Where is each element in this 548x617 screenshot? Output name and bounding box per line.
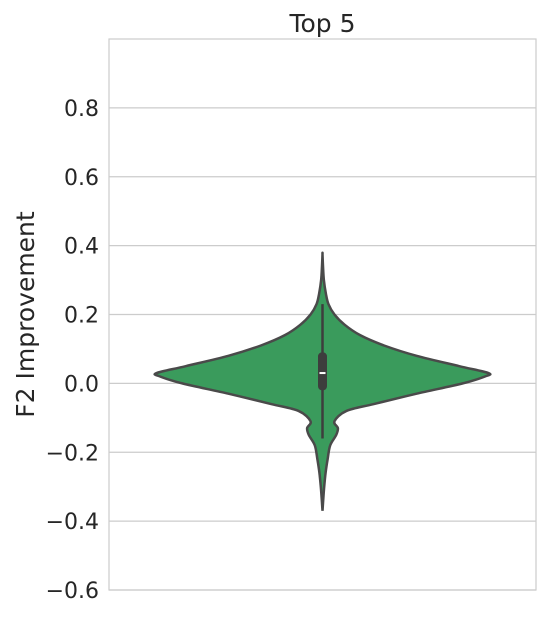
inner-box-group <box>318 304 327 439</box>
iqr-box <box>318 352 327 391</box>
y-tick-label: 0.8 <box>64 97 99 122</box>
y-tick-label: 0.6 <box>64 166 99 191</box>
plot-frame <box>108 38 537 591</box>
y-tick-label: 0.0 <box>64 372 99 397</box>
y-tick-label: 0.4 <box>64 235 99 260</box>
y-tick-label: −0.6 <box>46 579 99 604</box>
y-tick-label: 0.2 <box>64 304 99 329</box>
y-tick-label: −0.2 <box>46 441 99 466</box>
y-tick-label: −0.4 <box>46 510 99 535</box>
chart-title: Top 5 <box>288 9 355 38</box>
y-axis-label: F2 Improvement <box>11 211 40 418</box>
y-tick-labels: −0.6 −0.4 −0.2 0.0 0.2 0.4 0.6 0.8 <box>46 97 99 604</box>
